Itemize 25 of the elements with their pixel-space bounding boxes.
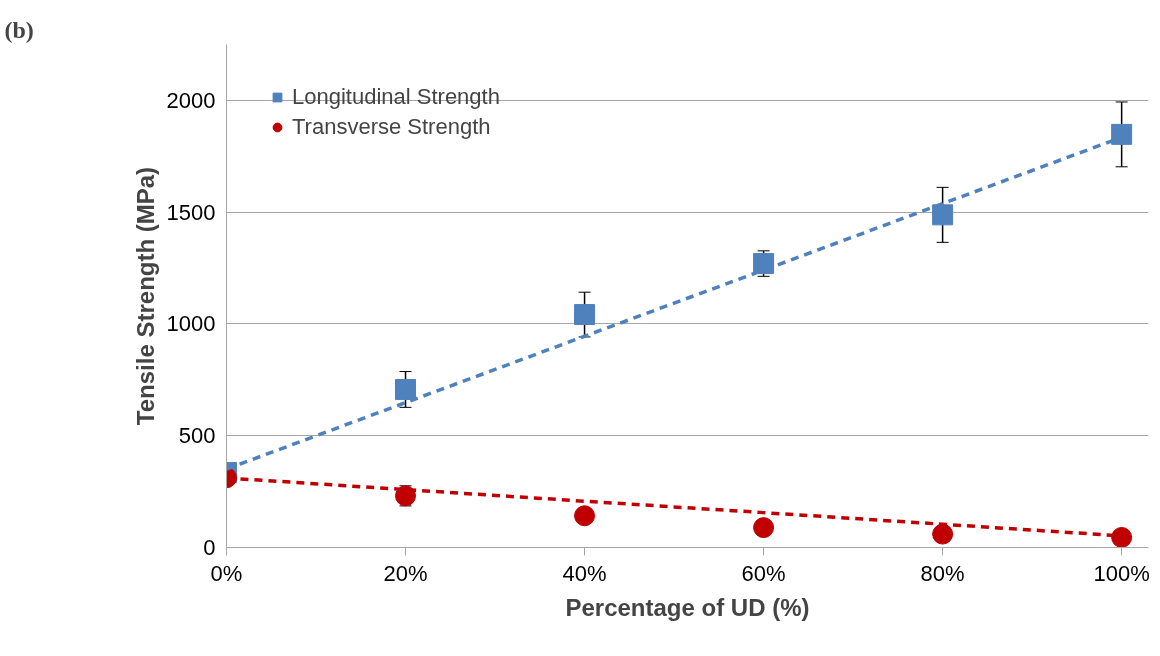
point <box>1111 123 1133 145</box>
y-tick-label: 1500 <box>166 199 216 225</box>
point <box>753 253 775 275</box>
point <box>932 523 954 545</box>
x-tick-label: 100% <box>1093 560 1150 586</box>
x-tick-label: 40% <box>562 560 607 586</box>
x-tick-label: 0% <box>210 560 243 586</box>
legend-label: Transverse Strength <box>292 114 491 140</box>
x-tick-label: 60% <box>741 560 786 586</box>
point <box>574 304 596 326</box>
x-axis-title: Percentage of UD (%) <box>565 593 810 621</box>
y-axis-title: Tensile Strength (MPa) <box>131 166 159 426</box>
y-tick-label: 1000 <box>166 311 216 337</box>
y-tick-label: 2000 <box>166 87 216 113</box>
x-tick-label: 20% <box>383 560 428 586</box>
text: (b) <box>4 16 34 43</box>
legend-label: Longitudinal Strength <box>292 84 500 110</box>
y-tick-label: 500 <box>178 423 216 449</box>
point <box>1111 526 1133 548</box>
x-tick-label: 80% <box>920 560 965 586</box>
y-tick-label: 0 <box>203 535 216 560</box>
point <box>932 204 954 226</box>
point <box>753 517 775 539</box>
point <box>574 505 596 527</box>
point <box>395 378 417 400</box>
